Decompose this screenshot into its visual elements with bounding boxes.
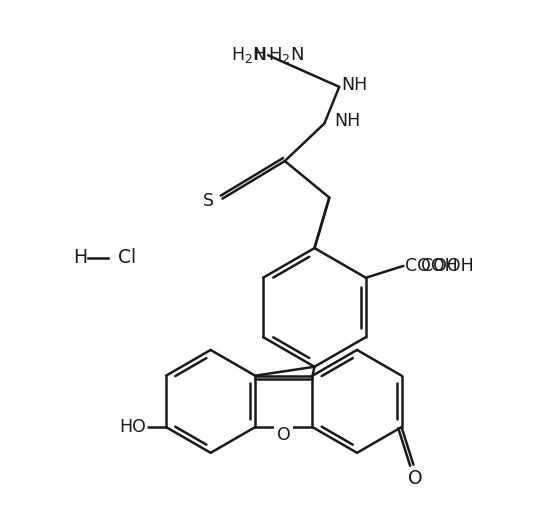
Text: COOH: COOH [405,257,458,275]
Text: COOH: COOH [421,257,474,275]
Text: H: H [73,248,87,267]
Text: S: S [203,191,214,210]
Text: $\mathregular{H_2N}$: $\mathregular{H_2N}$ [231,45,266,65]
Text: O: O [408,469,423,488]
Text: HO: HO [119,418,146,436]
Text: NH: NH [341,76,367,94]
Text: O: O [277,426,291,444]
Text: $\mathregular{H_2N}$: $\mathregular{H_2N}$ [268,45,304,65]
Text: H: H [253,46,266,64]
Text: NH: NH [334,112,360,130]
Text: Cl: Cl [118,248,136,267]
